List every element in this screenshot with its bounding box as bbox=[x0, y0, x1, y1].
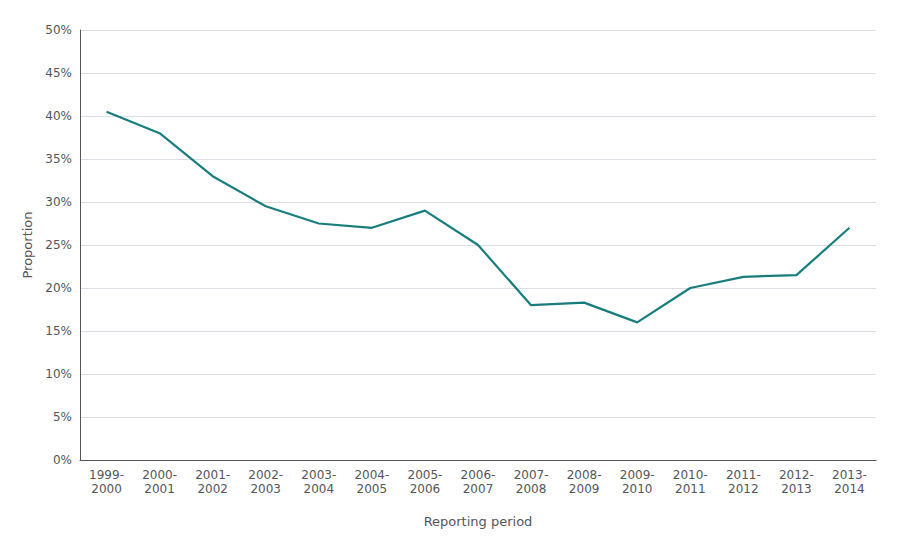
svg-text:Reporting period: Reporting period bbox=[424, 514, 533, 529]
svg-text:2014: 2014 bbox=[834, 482, 865, 496]
svg-text:50%: 50% bbox=[45, 23, 72, 37]
svg-text:2000: 2000 bbox=[91, 482, 122, 496]
svg-text:25%: 25% bbox=[45, 238, 72, 252]
svg-text:2007-: 2007- bbox=[514, 468, 549, 482]
svg-text:2003: 2003 bbox=[250, 482, 281, 496]
svg-text:2001: 2001 bbox=[144, 482, 175, 496]
svg-text:0%: 0% bbox=[53, 453, 72, 467]
svg-text:20%: 20% bbox=[45, 281, 72, 295]
svg-text:2011: 2011 bbox=[675, 482, 706, 496]
svg-text:1999-: 1999- bbox=[89, 468, 124, 482]
svg-text:2012: 2012 bbox=[728, 482, 759, 496]
svg-text:40%: 40% bbox=[45, 109, 72, 123]
svg-text:2011-: 2011- bbox=[726, 468, 761, 482]
svg-text:2004: 2004 bbox=[304, 482, 335, 496]
svg-text:30%: 30% bbox=[45, 195, 72, 209]
svg-text:2004-: 2004- bbox=[354, 468, 389, 482]
svg-text:2002: 2002 bbox=[197, 482, 228, 496]
svg-text:2012-: 2012- bbox=[779, 468, 814, 482]
svg-text:2003-: 2003- bbox=[301, 468, 336, 482]
svg-text:2001-: 2001- bbox=[195, 468, 230, 482]
svg-text:45%: 45% bbox=[45, 66, 72, 80]
svg-text:2007: 2007 bbox=[463, 482, 494, 496]
svg-text:Proportion: Proportion bbox=[20, 211, 35, 278]
svg-text:2000-: 2000- bbox=[142, 468, 177, 482]
svg-text:2002-: 2002- bbox=[248, 468, 283, 482]
svg-text:2008: 2008 bbox=[516, 482, 547, 496]
svg-text:2008-: 2008- bbox=[567, 468, 602, 482]
svg-text:2013: 2013 bbox=[781, 482, 812, 496]
svg-text:2006-: 2006- bbox=[461, 468, 496, 482]
svg-text:10%: 10% bbox=[45, 367, 72, 381]
svg-text:2005: 2005 bbox=[357, 482, 388, 496]
svg-text:2005-: 2005- bbox=[407, 468, 442, 482]
svg-text:2009-: 2009- bbox=[620, 468, 655, 482]
svg-text:2009: 2009 bbox=[569, 482, 600, 496]
svg-text:2010: 2010 bbox=[622, 482, 653, 496]
svg-text:2013-: 2013- bbox=[832, 468, 867, 482]
svg-text:35%: 35% bbox=[45, 152, 72, 166]
svg-text:5%: 5% bbox=[53, 410, 72, 424]
svg-text:2006: 2006 bbox=[410, 482, 441, 496]
svg-text:15%: 15% bbox=[45, 324, 72, 338]
svg-text:2010-: 2010- bbox=[673, 468, 708, 482]
